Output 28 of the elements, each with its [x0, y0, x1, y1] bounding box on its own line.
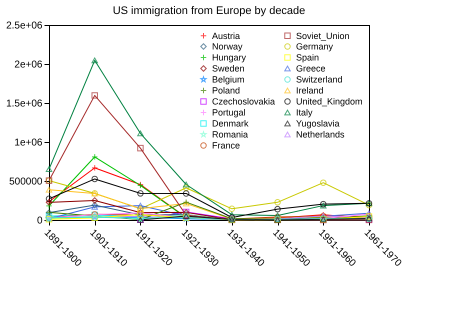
legend-label: Portugal	[212, 108, 246, 118]
legend-label: Netherlands	[296, 130, 346, 140]
legend-label: Soviet_Union	[296, 30, 350, 41]
y-tick-label: 1.5e+06	[6, 98, 43, 110]
legend-label: Hungary	[212, 52, 247, 62]
legend-label: Czechoslovakia	[212, 96, 276, 106]
legend-label: Austria	[212, 30, 240, 41]
legend-label: Yugoslavia	[296, 118, 340, 128]
y-tick-label: 1e+06	[14, 138, 43, 148]
legend-label: Romania	[212, 130, 248, 140]
legend-label: Norway	[212, 42, 244, 52]
legend-label: Spain	[296, 52, 320, 62]
y-tick-label: 500000	[9, 176, 43, 188]
legend-label: France	[212, 140, 240, 150]
legend-label: Germany	[296, 42, 334, 52]
y-tick-label: 2e+06	[14, 60, 43, 70]
legend-label: Poland	[212, 86, 240, 96]
legend-label: Greece	[296, 64, 326, 74]
legend-label: Sweden	[212, 64, 245, 74]
legend-label: United_Kingdom	[296, 96, 363, 106]
chart-title: US immigration from Europe by decade	[112, 5, 306, 17]
legend-label: Denmark	[212, 118, 250, 128]
y-tick-label: 2.5e+06	[6, 20, 43, 32]
legend-label: Belgium	[212, 74, 245, 84]
legend-label: Italy	[296, 108, 314, 118]
y-tick-label: 0	[36, 216, 43, 226]
legend-label: Switzerland	[296, 74, 343, 84]
legend-label: Ireland	[296, 86, 324, 96]
